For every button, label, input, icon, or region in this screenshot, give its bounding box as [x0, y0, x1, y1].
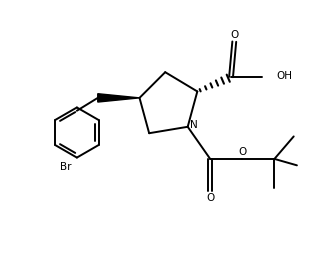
Text: O: O	[238, 147, 247, 157]
Text: OH: OH	[276, 71, 292, 81]
Polygon shape	[98, 94, 140, 102]
Text: Br: Br	[60, 161, 71, 172]
Text: O: O	[230, 30, 238, 40]
Text: N: N	[190, 120, 197, 130]
Text: O: O	[206, 193, 214, 203]
